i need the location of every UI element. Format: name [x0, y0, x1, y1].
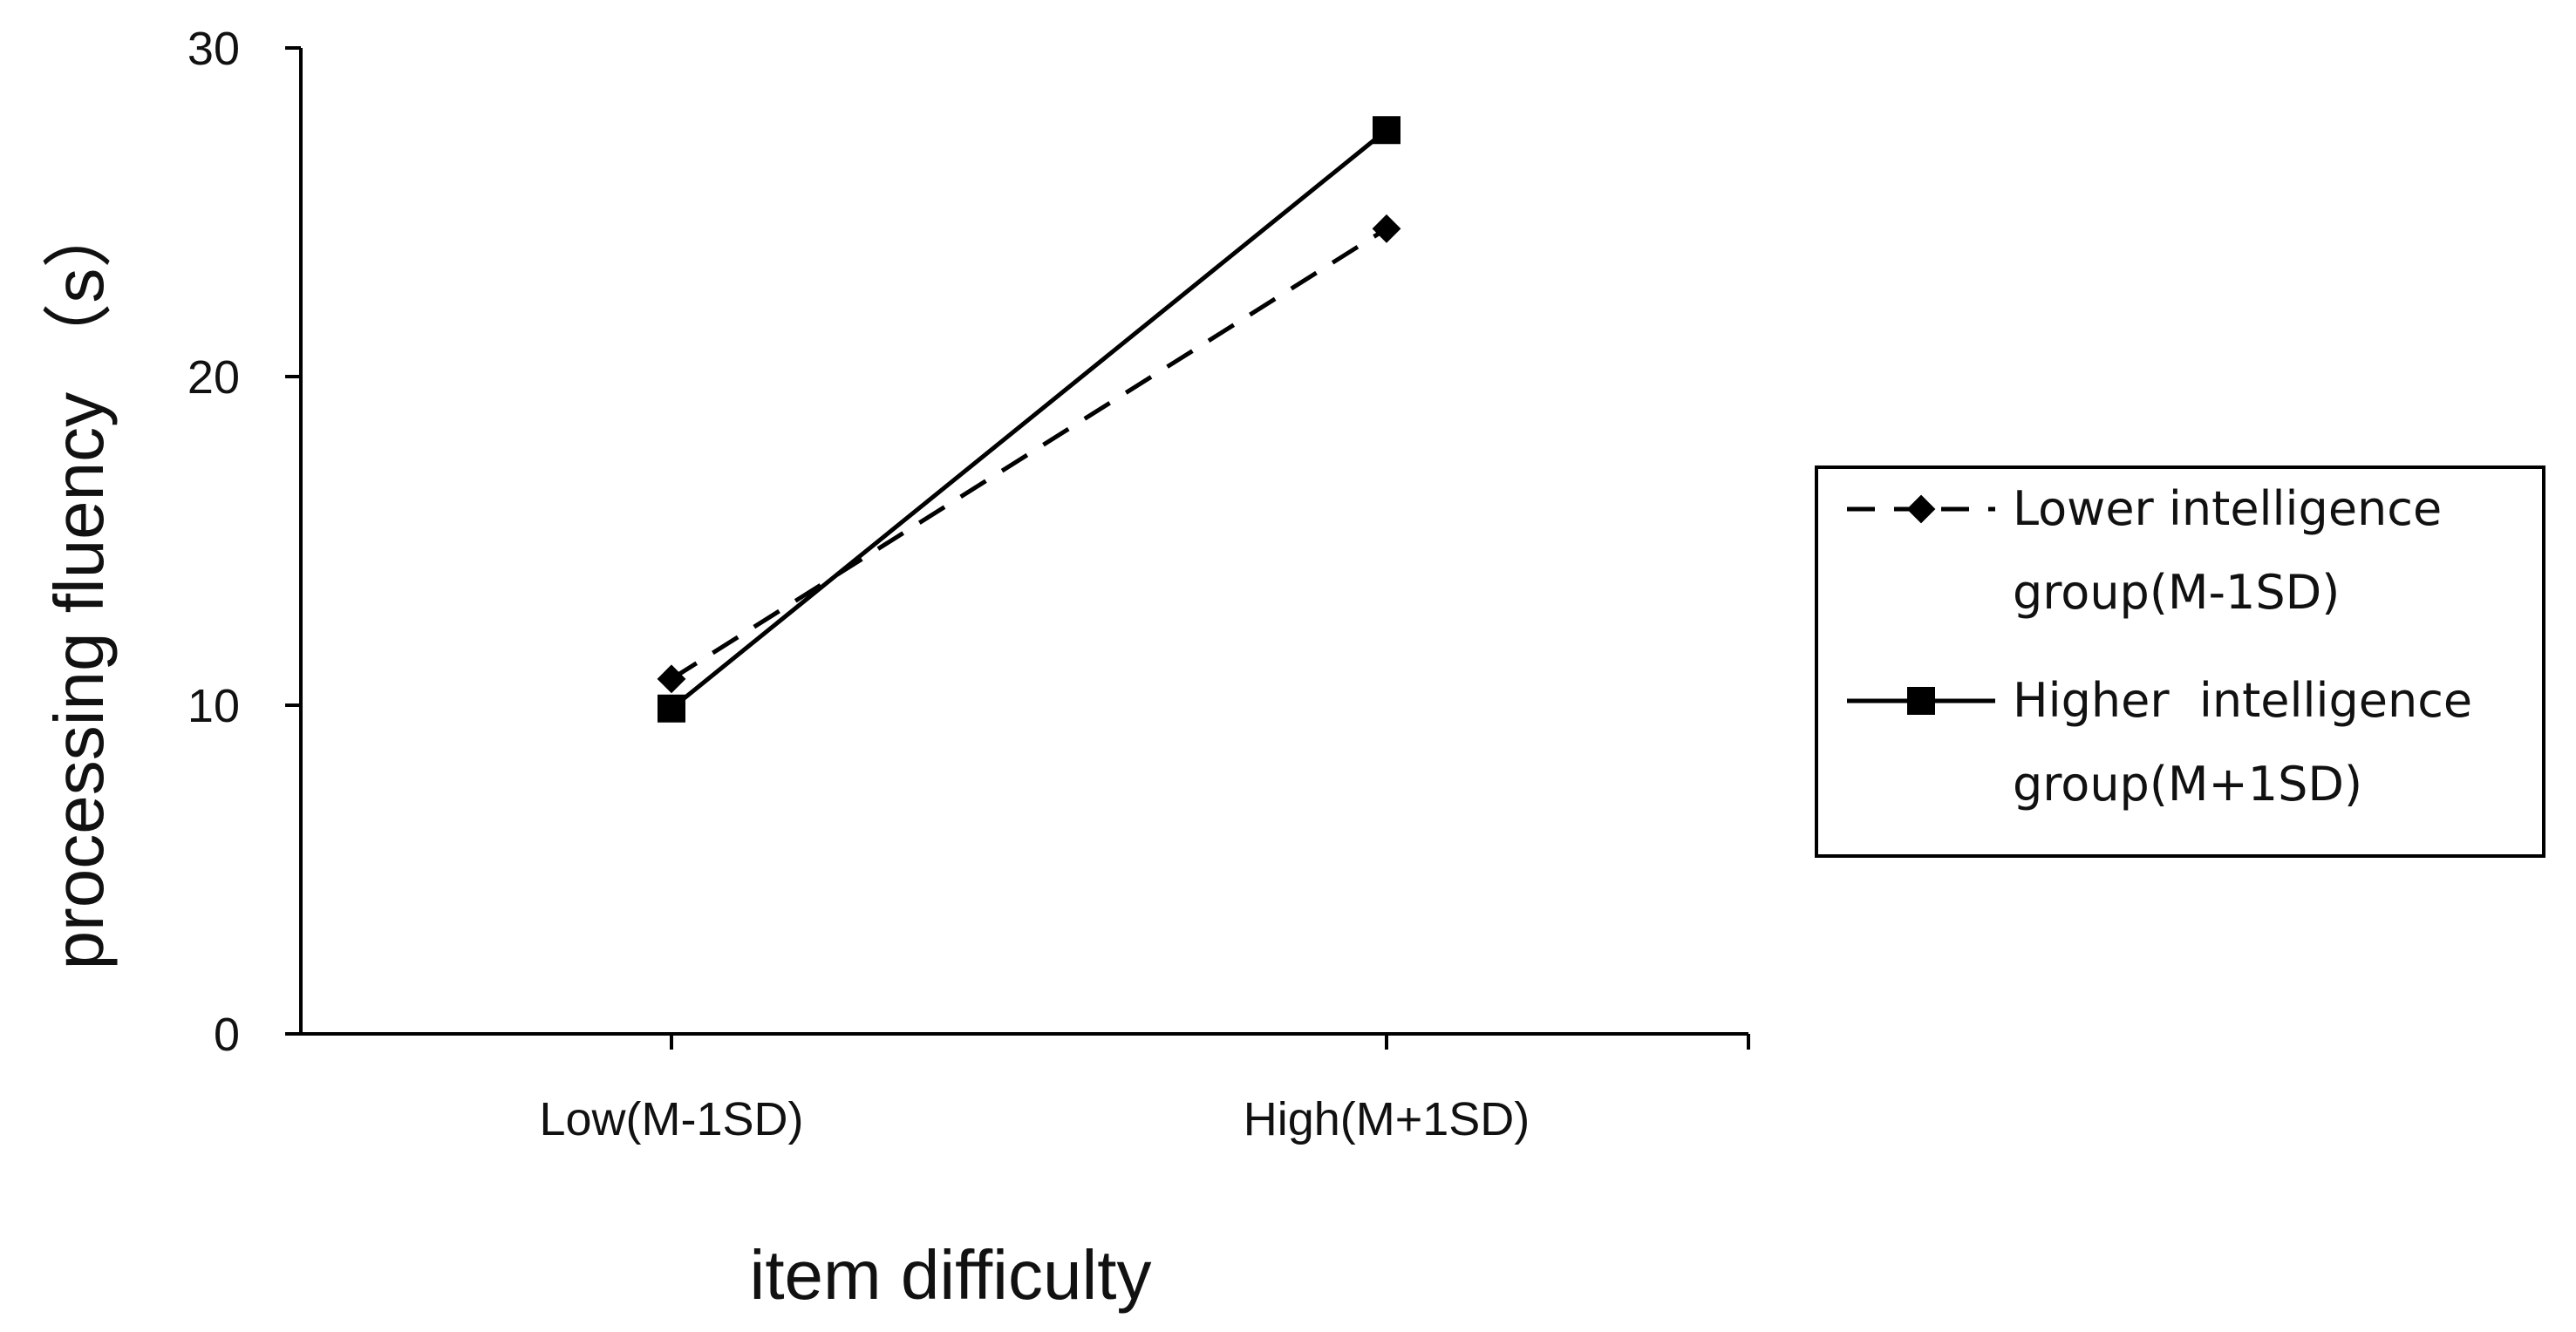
x-tick-label: High(M+1SD) — [1244, 1093, 1530, 1145]
data-point — [1372, 214, 1401, 243]
y-axis-title: processing fluency （s） — [40, 199, 118, 970]
legend-marker — [1907, 687, 1935, 715]
series-line — [670, 227, 1388, 681]
y-tick-label: 10 — [187, 680, 240, 732]
legend-items: Lower intelligence group(M-1SD) Higher int… — [1847, 481, 2472, 812]
series-line — [670, 128, 1388, 710]
legend-label: Higher intelligence — [2013, 673, 2472, 728]
x-tick-label: Low(M-1SD) — [539, 1093, 803, 1145]
data-point — [658, 694, 685, 723]
series-layer — [657, 116, 1401, 723]
x-axis-title: item difficulty — [750, 1236, 1152, 1314]
legend: Lower intelligence group(M-1SD) Higher int… — [1815, 466, 2545, 858]
axes: 0 10 20 30 Low(M-1SD) High(M+1SD) — [187, 23, 1750, 1145]
data-point — [657, 664, 686, 694]
data-point — [1373, 116, 1400, 145]
legend-marker — [1906, 494, 1936, 524]
y-tick-label: 20 — [187, 351, 240, 404]
legend-label: group(M+1SD) — [2013, 757, 2362, 812]
legend-label: group(M-1SD) — [2013, 565, 2340, 620]
y-tick-label: 0 — [214, 1009, 240, 1061]
y-tick-label: 30 — [187, 23, 240, 75]
legend-label: Lower intelligence — [2013, 481, 2442, 536]
legend-box — [1815, 466, 2545, 858]
